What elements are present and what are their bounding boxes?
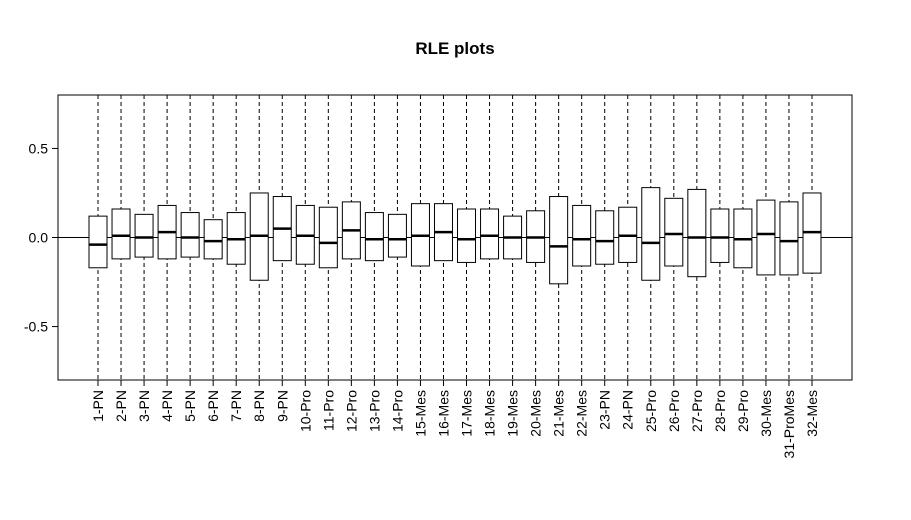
x-tick-label: 25-Pro bbox=[643, 390, 659, 432]
box bbox=[364, 212, 384, 262]
x-tick-label: 18-Mes bbox=[482, 390, 498, 437]
x-tick-label: 15-Mes bbox=[412, 390, 428, 437]
x-tick-label: 17-Mes bbox=[459, 390, 475, 437]
box bbox=[641, 187, 661, 281]
box bbox=[88, 215, 108, 269]
x-tick-label: 11-Pro bbox=[320, 390, 336, 431]
x-tick-label: 3-PN bbox=[136, 390, 152, 422]
x-tick-label: 29-Pro bbox=[735, 390, 751, 432]
y-tick-label: -0.5 bbox=[24, 319, 48, 335]
x-tick-label: 26-Pro bbox=[666, 390, 682, 432]
x-tick-label: 21-Mes bbox=[551, 390, 567, 437]
x-tick-label: 9-PN bbox=[274, 390, 290, 422]
x-tick-label: 5-PN bbox=[182, 390, 198, 422]
x-tick-label: 23-PN bbox=[597, 390, 613, 430]
box bbox=[180, 212, 200, 258]
x-tick-label: 12-Pro bbox=[343, 390, 359, 432]
x-tick-label: 2-PN bbox=[113, 390, 129, 422]
x-tick-label: 8-PN bbox=[251, 390, 267, 422]
box bbox=[480, 208, 500, 260]
x-tick-label: 28-Pro bbox=[712, 390, 728, 432]
x-tick-label: 30-Mes bbox=[758, 390, 774, 437]
box bbox=[549, 196, 569, 285]
x-tick-label: 31-ProMes bbox=[781, 390, 797, 458]
y-tick-label: 0.5 bbox=[29, 140, 49, 156]
x-tick-label: 24-PN bbox=[620, 390, 636, 430]
box bbox=[387, 213, 407, 258]
box bbox=[203, 219, 223, 260]
x-tick-label: 32-Mes bbox=[804, 390, 820, 437]
x-tick-label: 10-Pro bbox=[297, 390, 313, 432]
x-tick-label: 27-Pro bbox=[689, 390, 705, 432]
box bbox=[664, 197, 684, 267]
box bbox=[457, 208, 477, 263]
x-tick-label: 20-Mes bbox=[528, 390, 544, 437]
chart-title: RLE plots bbox=[415, 39, 494, 58]
x-tick-label: 14-Pro bbox=[389, 390, 405, 432]
x-tick-label: 1-PN bbox=[90, 390, 106, 422]
y-tick-label: 0.0 bbox=[29, 230, 49, 246]
box bbox=[111, 208, 131, 260]
x-tick-label: 6-PN bbox=[205, 390, 221, 422]
x-tick-label: 19-Mes bbox=[505, 390, 521, 437]
x-tick-label: 16-Mes bbox=[435, 390, 451, 437]
box bbox=[756, 199, 776, 276]
box bbox=[134, 213, 154, 258]
box bbox=[318, 206, 338, 269]
x-tick-label: 7-PN bbox=[228, 390, 244, 422]
x-tick-label: 22-Mes bbox=[574, 390, 590, 437]
box bbox=[710, 208, 730, 263]
box bbox=[779, 201, 799, 276]
x-tick-label: 4-PN bbox=[159, 390, 175, 422]
box bbox=[687, 188, 707, 278]
x-tick-label: 13-Pro bbox=[366, 390, 382, 432]
box bbox=[595, 210, 615, 265]
box bbox=[572, 204, 592, 267]
